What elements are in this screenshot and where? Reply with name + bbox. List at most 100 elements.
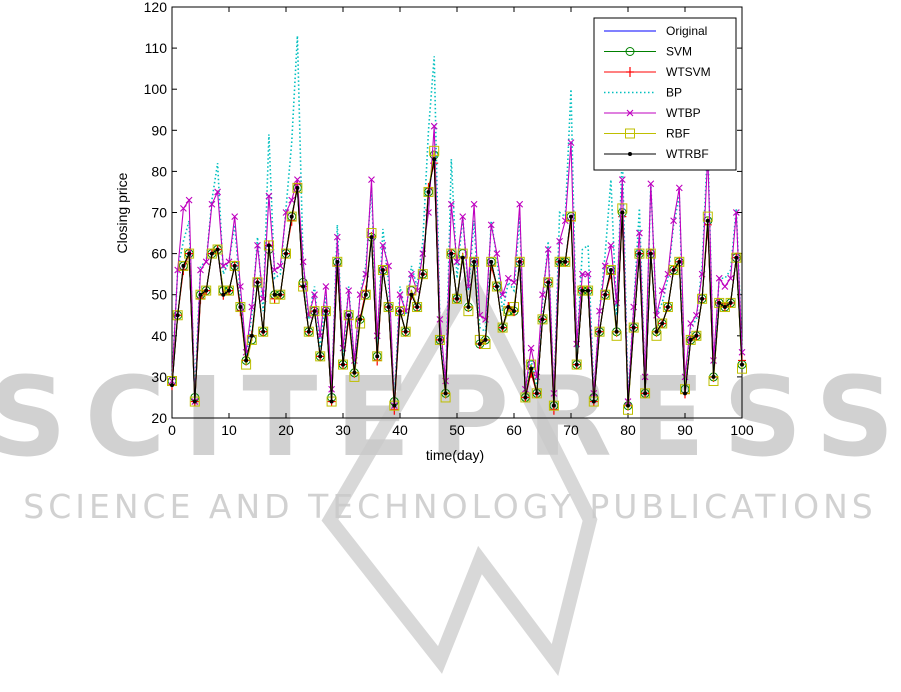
y-tick-label: 70 — [151, 205, 167, 221]
data-point-wtrbf — [358, 317, 363, 322]
data-point-wtbp — [596, 307, 603, 315]
data-point-wtrbf — [363, 292, 368, 297]
data-point-wtrbf — [289, 214, 294, 219]
legend-label-svm: SVM — [666, 45, 692, 59]
y-tick-label: 110 — [145, 40, 168, 56]
x-tick-label: 20 — [278, 422, 294, 438]
data-point-wtrbf — [648, 251, 653, 256]
data-point-wtrbf — [705, 218, 710, 223]
data-point-wtrbf — [221, 292, 226, 297]
data-point-wtbp — [294, 176, 301, 184]
data-point-wtbp — [693, 311, 700, 319]
data-point-wtbp — [333, 233, 341, 241]
data-point-wtrbf — [626, 403, 630, 408]
data-point-wtbp — [265, 192, 273, 200]
data-point-wtrbf — [489, 259, 494, 264]
data-point-wtbp — [202, 258, 210, 266]
data-point-wtrbf — [494, 284, 499, 289]
data-point-wtbp — [385, 262, 392, 270]
data-point-wtrbf — [244, 358, 249, 363]
y-tick-label: 30 — [151, 369, 167, 385]
legend-marker-wtbp — [626, 109, 634, 117]
data-point-wtrbf — [272, 292, 277, 297]
data-point-wtrbf — [420, 272, 425, 277]
data-point-wtrbf — [563, 259, 568, 264]
y-tick-label: 50 — [151, 287, 167, 303]
data-point-wtrbf — [426, 189, 431, 194]
data-point-wtrbf — [671, 268, 676, 273]
data-point-rbf — [412, 302, 423, 313]
data-point-wtbp — [493, 250, 501, 257]
data-point-wtrbf — [432, 157, 437, 162]
data-point-wtbp — [675, 184, 683, 192]
data-point-wtbp — [379, 241, 387, 249]
data-point-wtbp — [214, 188, 221, 196]
data-point-wtrbf — [346, 313, 351, 318]
data-point-wtbp — [647, 180, 655, 188]
data-point-wtbp — [487, 221, 495, 229]
data-point-wtrbf — [728, 300, 733, 305]
legend-marker-svm — [625, 47, 635, 56]
data-point-rbf — [309, 306, 320, 317]
y-tick-label: 60 — [151, 246, 167, 262]
y-tick-label: 80 — [151, 163, 167, 179]
data-point-wtbp — [368, 176, 375, 184]
data-point-wtrbf — [631, 325, 636, 330]
data-point-wtrbf — [375, 354, 380, 359]
data-point-wtbp — [561, 217, 569, 225]
data-point-wtbp — [601, 262, 609, 270]
data-point-wtrbf — [665, 305, 670, 310]
data-point-wtrbf — [557, 259, 562, 264]
legend-label-wtbp: WTBP — [666, 106, 701, 120]
x-tick-label: 0 — [168, 422, 176, 438]
data-point-wtbp — [499, 291, 506, 299]
data-point-wtrbf — [722, 305, 727, 310]
data-point-wtrbf — [386, 305, 391, 310]
data-point-wtbp — [197, 266, 204, 274]
data-point-wtrbf — [181, 263, 186, 268]
data-point-wtrbf — [574, 362, 579, 367]
data-point-wtbp — [402, 307, 410, 315]
data-point-wtbp — [727, 274, 734, 282]
data-point-wtrbf — [403, 329, 408, 334]
data-point-wtrbf — [740, 362, 744, 367]
data-point-wtrbf — [512, 309, 516, 314]
data-point-wtbp — [453, 258, 461, 266]
data-point-wtbp — [430, 122, 438, 130]
data-point-wtrbf — [688, 337, 693, 342]
series-wtrbf — [170, 157, 744, 408]
data-point-wtbp — [579, 270, 586, 278]
data-point-wtbp — [345, 287, 353, 294]
data-point-wtrbf — [341, 362, 345, 367]
data-point-wtbp — [322, 283, 330, 290]
data-point-rbf — [400, 326, 411, 337]
data-point-wtbp — [208, 200, 216, 208]
data-point-rbf — [657, 318, 668, 329]
x-tick-label: 30 — [335, 422, 351, 438]
data-point-rbf — [429, 145, 440, 156]
data-point-wtbp — [504, 274, 512, 282]
data-point-wtbp — [288, 196, 296, 204]
data-point-wtbp — [539, 291, 546, 299]
data-point-wtrbf — [546, 280, 551, 285]
watermark: SCITEPRESS SCIENCE AND TECHNOLOGY PUBLIC… — [0, 265, 901, 676]
data-point-wtrbf — [175, 313, 180, 318]
x-tick-label: 60 — [506, 422, 522, 438]
data-point-wtbp — [658, 287, 666, 294]
data-point-wtrbf — [643, 391, 648, 396]
legend-box — [593, 17, 737, 171]
data-point-wtbp — [185, 196, 193, 204]
x-tick-label: 40 — [392, 422, 408, 438]
data-point-wtbp — [664, 270, 672, 278]
data-point-wtrbf — [460, 255, 465, 260]
data-point-wtrbf — [278, 292, 283, 297]
data-point-wtbp — [219, 262, 227, 270]
data-point-wtrbf — [369, 235, 374, 240]
legend-label-rbf: RBF — [666, 127, 690, 141]
legend: Original SVM WTSVM BP WTBP RBF WTRBF — [593, 17, 737, 171]
watermark-big: SCITEPRESS — [0, 353, 901, 481]
data-point-wtrbf — [614, 329, 619, 334]
legend-label-bp: BP — [666, 86, 682, 100]
data-point-wtrbf — [472, 259, 477, 264]
y-tick-label: 20 — [151, 410, 167, 426]
